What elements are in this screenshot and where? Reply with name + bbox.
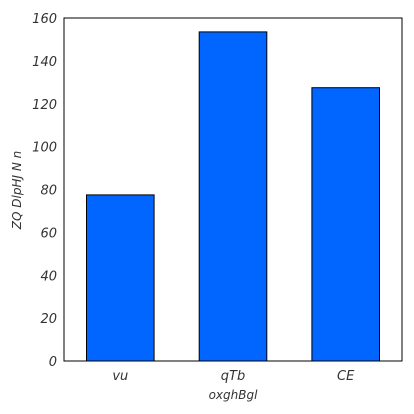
bar-qTb [198,31,268,362]
y-tick-label: 160 [32,12,57,27]
y-tick-label: 100 [32,141,57,156]
y-tick-label: 120 [32,98,57,113]
x-tick-label: CE [337,369,355,384]
bar-vu [86,194,155,362]
y-tick-label: 60 [40,226,57,241]
y-tick-label: 0 [49,355,57,370]
y-tick-label: 20 [40,312,57,327]
y-tick-label: 80 [40,184,57,199]
bars-group [86,31,380,362]
x-axis-ticks: vu qTb CE [112,369,355,384]
bar-CE [311,87,380,362]
y-axis-ticks: 0 20 40 60 80 100 120 140 160 [32,12,57,370]
x-tick-label: qTb [221,369,245,384]
x-axis-label: oxghBgl [209,388,259,402]
x-tick-label: vu [112,369,128,384]
y-tick-label: 40 [40,269,57,284]
y-tick-label: 140 [32,55,57,70]
y-axis-label: ZQ DlpHJ N n [10,151,24,230]
